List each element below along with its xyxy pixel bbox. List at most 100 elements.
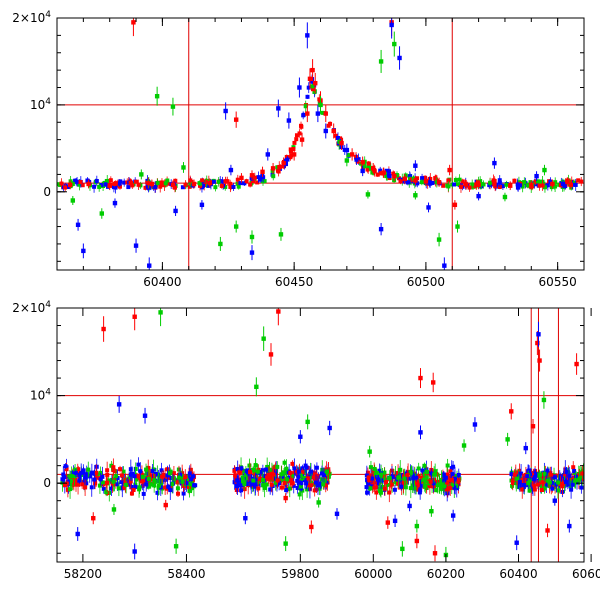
data-point (445, 487, 450, 492)
data-point (172, 185, 177, 190)
data-point (573, 478, 578, 483)
data-point (189, 476, 194, 481)
data-point (128, 467, 133, 472)
data-point (311, 475, 316, 480)
data-point (126, 185, 131, 190)
data-point (321, 482, 326, 487)
data-point (476, 193, 481, 199)
data-point (261, 336, 266, 341)
data-point (59, 181, 64, 186)
data-point (585, 483, 589, 487)
data-point (312, 89, 317, 94)
data-point (285, 157, 290, 162)
data-point (165, 178, 170, 183)
x-tick-label: 60400 (499, 567, 537, 581)
data-point (470, 182, 475, 187)
data-point (591, 480, 595, 484)
data-point (74, 482, 79, 487)
data-point (392, 518, 398, 524)
data-point (205, 179, 210, 184)
data-point (538, 179, 543, 184)
data-point (432, 472, 437, 477)
data-point (549, 473, 554, 478)
data-point (218, 241, 223, 247)
data-point (120, 486, 125, 491)
data-point (378, 168, 383, 173)
data-point (560, 181, 566, 187)
data-point (589, 504, 593, 508)
data-point (563, 184, 568, 189)
data-point (411, 476, 416, 481)
data-point (77, 478, 82, 483)
data-point (73, 467, 78, 472)
data-point (414, 486, 419, 491)
data-point (511, 477, 516, 482)
x-tick-label: 60450 (275, 275, 313, 289)
data-point (243, 516, 248, 521)
data-point (379, 171, 384, 176)
data-point (260, 169, 265, 175)
data-point (445, 480, 450, 485)
data-point (529, 182, 534, 188)
data-point (180, 185, 185, 190)
data-point (249, 234, 255, 240)
data-point (112, 200, 118, 206)
data-point (134, 179, 139, 184)
data-point (156, 483, 161, 488)
data-point (99, 182, 104, 187)
data-point (535, 179, 540, 184)
data-point (307, 76, 313, 82)
data-point (541, 483, 546, 488)
data-point (239, 466, 244, 471)
data-point (280, 474, 285, 479)
data-point (206, 183, 211, 188)
data-point (75, 222, 81, 228)
data-point (325, 469, 330, 474)
data-point (173, 544, 179, 549)
data-point (92, 184, 97, 189)
data-point (163, 181, 168, 186)
data-point (455, 182, 460, 187)
data-point (299, 124, 304, 129)
data-point (177, 475, 182, 480)
data-point (442, 478, 447, 483)
data-point (476, 182, 481, 188)
data-point (276, 309, 281, 314)
data-point (541, 397, 547, 403)
data-point (533, 472, 538, 477)
data-point (552, 498, 558, 503)
data-point (187, 488, 192, 493)
data-point (487, 183, 492, 188)
data-point (418, 488, 423, 493)
data-point (305, 419, 310, 425)
plot-area (57, 18, 584, 270)
data-point (233, 224, 239, 229)
data-point (99, 211, 104, 216)
data-point (275, 478, 280, 483)
data-point (153, 472, 158, 477)
data-point (545, 183, 550, 188)
data-point (525, 474, 530, 479)
data-point (133, 466, 138, 471)
plot-area (57, 308, 595, 562)
data-point (419, 180, 424, 185)
data-point (77, 182, 82, 187)
data-point (522, 180, 527, 185)
data-point (539, 488, 544, 493)
data-point (235, 478, 240, 483)
data-point (337, 139, 342, 144)
data-point (296, 474, 301, 479)
data-point (385, 482, 390, 487)
data-point (574, 361, 579, 367)
data-point (344, 158, 350, 163)
data-point (367, 449, 372, 454)
data-point (381, 170, 386, 175)
data-point (115, 482, 120, 487)
data-point (236, 184, 241, 189)
data-point (294, 469, 299, 474)
data-point (148, 473, 153, 478)
data-point (296, 480, 301, 485)
data-point (360, 160, 365, 165)
data-point (317, 486, 322, 491)
data-point (187, 482, 192, 487)
